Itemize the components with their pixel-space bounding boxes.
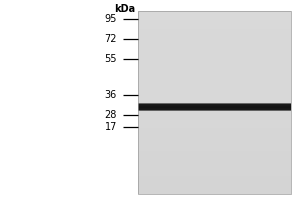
Bar <box>138 171 291 173</box>
Bar <box>138 119 291 121</box>
Bar <box>138 180 291 183</box>
Bar <box>138 176 291 178</box>
Text: 72: 72 <box>104 34 117 44</box>
Bar <box>138 148 291 151</box>
Bar <box>138 123 291 125</box>
Bar <box>138 52 291 54</box>
Bar <box>138 146 291 148</box>
Bar <box>138 38 291 41</box>
Bar <box>138 93 291 96</box>
Bar <box>138 11 291 194</box>
Bar <box>138 144 291 146</box>
Bar <box>138 77 291 80</box>
Bar <box>138 100 291 102</box>
Bar <box>138 96 291 98</box>
Bar <box>138 64 291 66</box>
Bar <box>138 57 291 59</box>
Bar <box>138 27 291 29</box>
Bar <box>138 70 291 73</box>
Text: 28: 28 <box>105 110 117 120</box>
Text: 95: 95 <box>105 14 117 24</box>
Bar <box>138 105 291 107</box>
Bar <box>138 102 291 105</box>
Bar <box>138 178 291 180</box>
Bar <box>138 153 291 155</box>
Bar <box>138 22 291 25</box>
Bar <box>138 11 291 13</box>
Bar <box>138 112 291 114</box>
Bar <box>138 25 291 27</box>
Bar <box>138 68 291 70</box>
Bar <box>138 121 291 123</box>
Bar <box>138 183 291 185</box>
Bar <box>138 13 291 16</box>
Bar <box>138 89 291 91</box>
Bar <box>138 59 291 61</box>
Bar <box>138 43 291 45</box>
Bar <box>138 164 291 167</box>
Bar <box>138 105 291 106</box>
Text: kDa: kDa <box>114 4 135 14</box>
Bar <box>138 132 291 135</box>
Text: 17: 17 <box>105 122 117 132</box>
Bar <box>138 54 291 57</box>
Bar <box>138 107 291 109</box>
Bar <box>138 137 291 139</box>
Bar <box>138 116 291 119</box>
Bar <box>138 34 291 36</box>
Bar <box>138 50 291 52</box>
Bar <box>138 106 291 107</box>
Bar <box>138 103 291 104</box>
Bar <box>138 109 291 112</box>
Bar <box>138 41 291 43</box>
Bar <box>138 84 291 86</box>
Bar <box>138 107 291 108</box>
Bar <box>138 125 291 128</box>
Bar <box>138 20 291 22</box>
Bar <box>138 48 291 50</box>
Bar <box>138 66 291 68</box>
Bar <box>138 185 291 187</box>
Bar <box>138 108 291 109</box>
Bar <box>138 192 291 194</box>
Bar <box>138 135 291 137</box>
Text: 55: 55 <box>104 54 117 64</box>
Bar <box>138 151 291 153</box>
Bar <box>138 167 291 169</box>
Bar <box>138 189 291 192</box>
Bar <box>138 155 291 157</box>
Bar <box>138 130 291 132</box>
Bar <box>138 109 291 110</box>
Bar <box>138 29 291 32</box>
Bar <box>138 157 291 160</box>
Bar <box>138 141 291 144</box>
Bar <box>138 104 291 105</box>
Bar <box>138 139 291 141</box>
Bar <box>138 73 291 75</box>
Bar <box>138 91 291 93</box>
Bar <box>138 114 291 116</box>
Bar <box>138 104 291 110</box>
Bar <box>138 187 291 189</box>
Bar <box>138 75 291 77</box>
Bar <box>138 162 291 164</box>
Bar <box>138 61 291 64</box>
Bar <box>138 18 291 20</box>
Bar <box>138 128 291 130</box>
Bar <box>138 80 291 82</box>
Bar <box>138 32 291 34</box>
Bar <box>138 110 291 111</box>
Bar <box>138 16 291 18</box>
Bar <box>138 98 291 100</box>
Bar <box>138 169 291 171</box>
Bar <box>138 86 291 89</box>
Text: 36: 36 <box>105 90 117 100</box>
Bar <box>138 45 291 48</box>
Bar <box>138 160 291 162</box>
Bar <box>138 173 291 176</box>
Bar <box>138 36 291 38</box>
Bar <box>138 82 291 84</box>
